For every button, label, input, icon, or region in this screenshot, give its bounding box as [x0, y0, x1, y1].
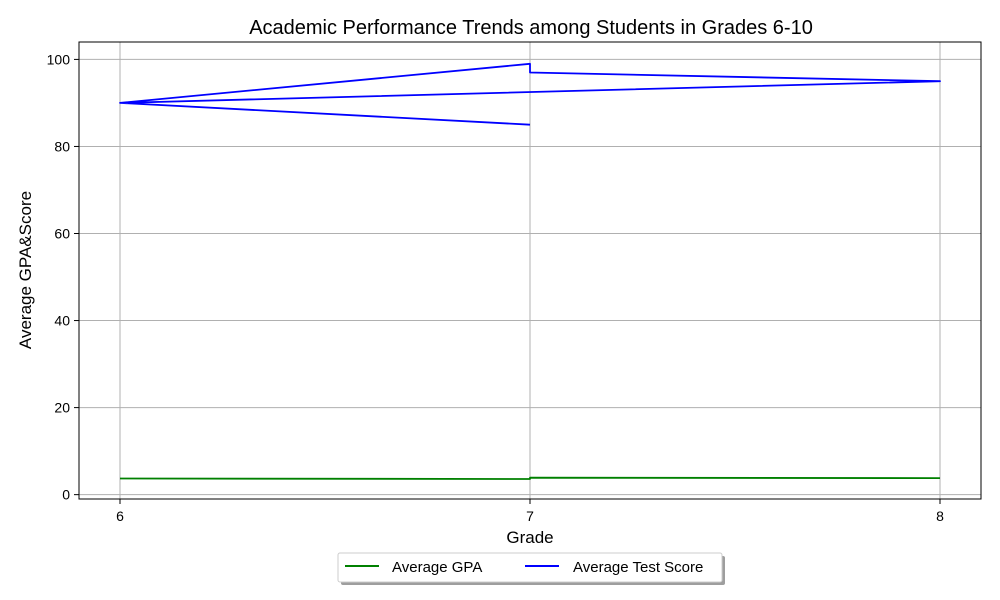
y-tick-label: 60: [54, 226, 70, 242]
x-axis-label: Grade: [506, 528, 553, 547]
y-tick-label: 0: [62, 487, 70, 503]
y-tick-label: 100: [47, 51, 71, 67]
chart-title: Academic Performance Trends among Studen…: [249, 17, 813, 39]
x-tick-label: 8: [936, 508, 944, 524]
legend: Average GPA Average Test Score: [337, 552, 725, 585]
series-lines: [119, 62, 941, 480]
series-line-test-score: [119, 62, 941, 126]
legend-label-gpa: Average GPA: [392, 559, 482, 576]
y-tick-label: 80: [54, 138, 70, 154]
y-tick-label: 20: [54, 400, 70, 416]
y-axis-label: Average GPA&Score: [16, 191, 35, 349]
grid: [79, 42, 981, 499]
legend-box: [337, 552, 723, 583]
x-tick-label: 7: [526, 508, 534, 524]
x-tick-label: 6: [116, 508, 124, 524]
series-line-gpa: [119, 476, 941, 480]
legend-label-test-score: Average Test Score: [573, 559, 703, 576]
y-tick-label: 40: [54, 313, 70, 329]
